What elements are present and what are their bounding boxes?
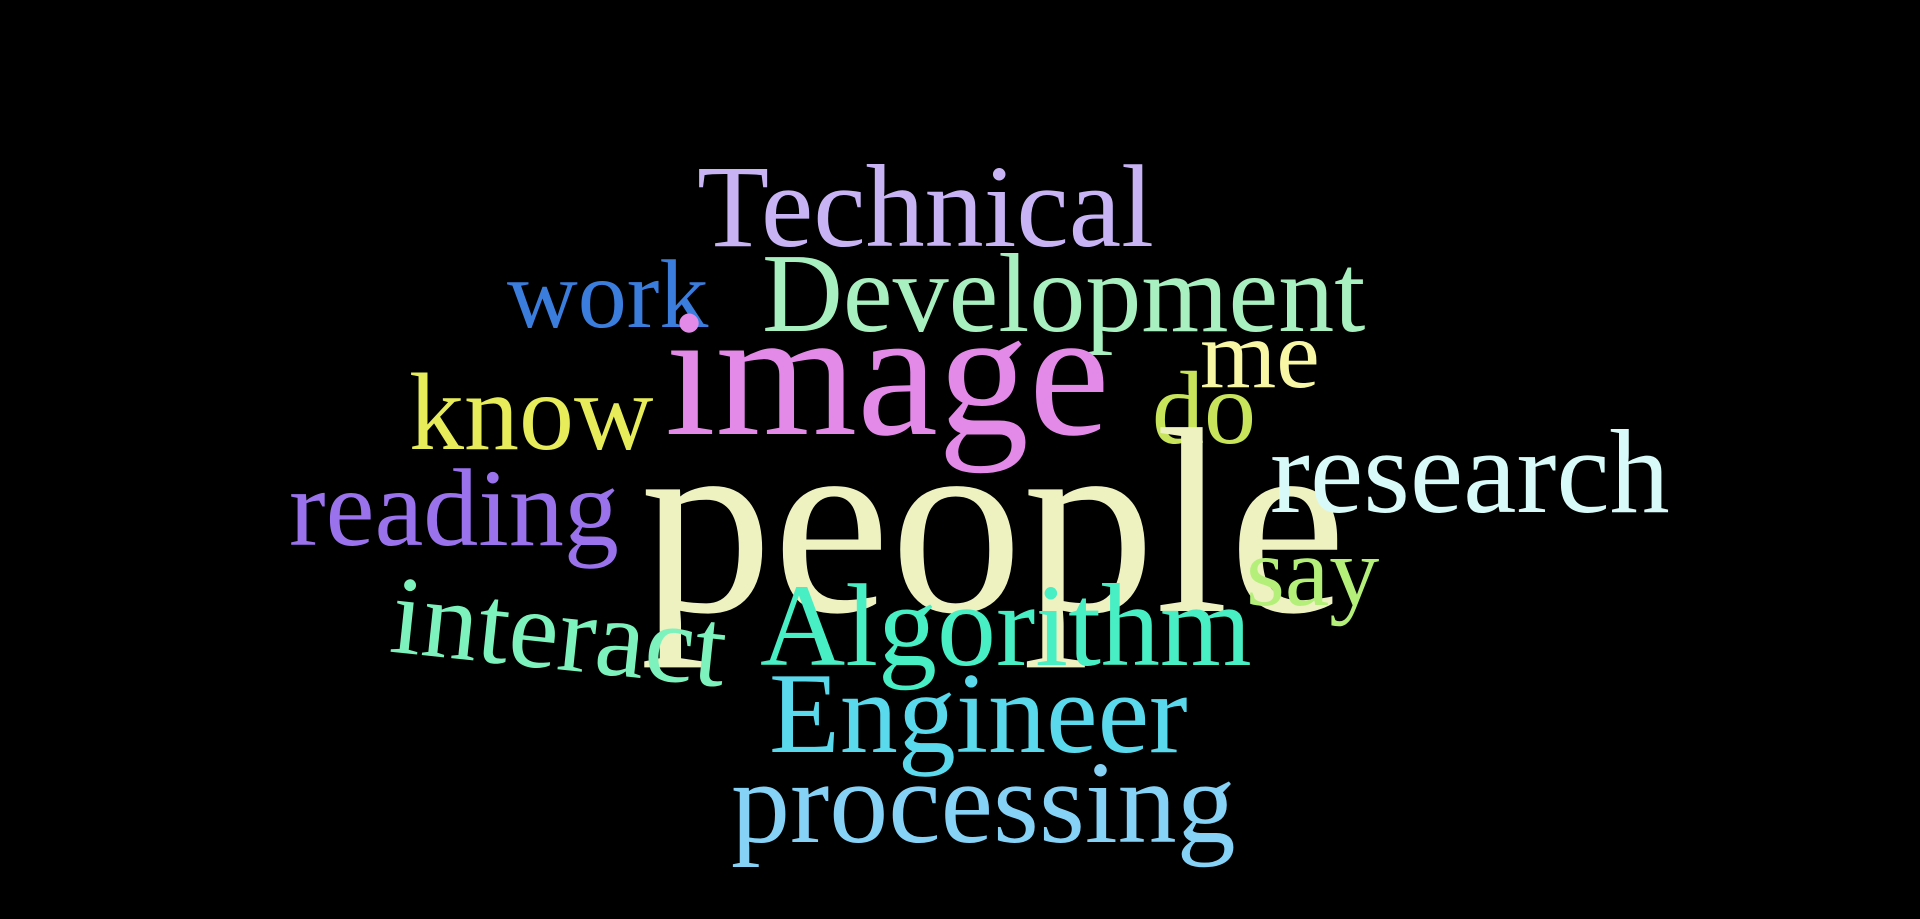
word-people: people [640, 376, 1347, 669]
word-work: work [507, 241, 709, 349]
word-image: image [665, 273, 1110, 474]
word-technical: Technical [697, 141, 1154, 272]
word-know: know [409, 351, 654, 473]
word-research: research [1270, 405, 1670, 538]
word-do: do [1152, 351, 1256, 466]
word-development: Development [762, 232, 1366, 356]
word-engineer: Engineer [769, 650, 1188, 778]
word-processing: processing [731, 737, 1236, 868]
word-reading: reading [289, 447, 619, 569]
word-algorithm: Algorithm [760, 560, 1252, 691]
word-me: me [1200, 301, 1320, 409]
word-say: say [1246, 516, 1380, 627]
